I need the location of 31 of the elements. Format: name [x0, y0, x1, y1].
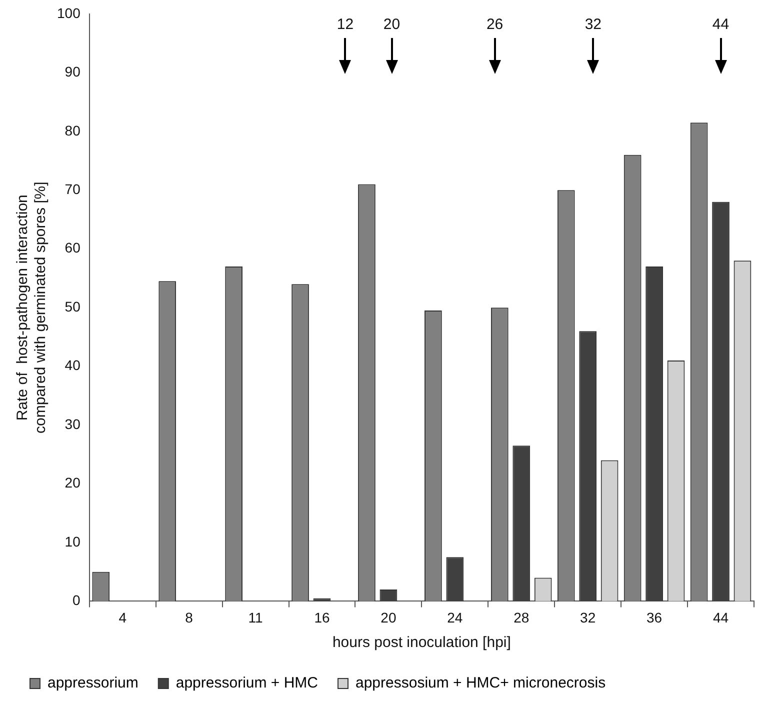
y-tick-label: 90 — [64, 64, 81, 80]
x-tick-label: 16 — [314, 609, 330, 626]
x-tick-label: 44 — [712, 609, 729, 626]
y-tick-label: 20 — [64, 474, 81, 491]
x-tick-label: 4 — [118, 609, 127, 626]
y-tick-label: 60 — [64, 240, 81, 256]
legend-label: appressosium + HMC+ micronecrosis — [356, 674, 606, 692]
y-tick-label: 70 — [64, 181, 81, 198]
annotation: 32 — [584, 16, 602, 33]
y-tick-label: 10 — [64, 533, 81, 550]
legend-label: appressorium — [48, 674, 138, 692]
x-tick-label: 8 — [185, 609, 194, 626]
y-tick-label: 0 — [72, 592, 81, 608]
y-tick-label: 100 — [57, 4, 81, 21]
x-axis-title: hours post inoculation [hpi] — [332, 634, 511, 652]
annotation: 26 — [486, 16, 504, 33]
y-tick-label: 40 — [64, 357, 81, 374]
y-axis-title: Rate of host-pathogen interaction compared with germinated spores [%] — [14, 182, 50, 434]
x-tick-label: 32 — [580, 609, 596, 626]
annotation: 20 — [383, 16, 400, 33]
y-tick-label: 30 — [64, 416, 81, 432]
legend-label: appressorium + HMC — [176, 674, 318, 692]
x-tick-label: 20 — [380, 609, 396, 626]
annotation: 12 — [336, 16, 354, 33]
annotation: 44 — [712, 16, 730, 33]
x-tick-label: 36 — [646, 609, 662, 626]
x-tick-label: 24 — [447, 609, 463, 626]
y-tick-label: 80 — [64, 122, 81, 138]
y-tick-label: 50 — [64, 298, 81, 314]
x-tick-label: 28 — [514, 609, 530, 626]
x-tick-label: 11 — [248, 609, 263, 626]
